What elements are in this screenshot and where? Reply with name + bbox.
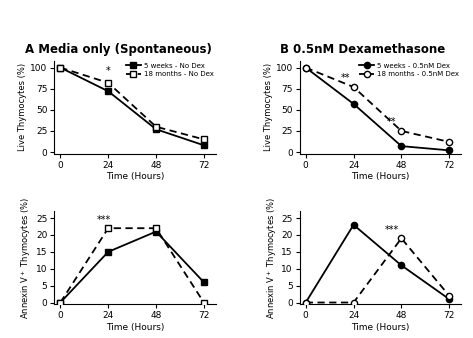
X-axis label: Time (Hours): Time (Hours) (106, 323, 164, 332)
Text: B 0.5nM Dexamethasone: B 0.5nM Dexamethasone (280, 43, 446, 55)
Y-axis label: Annexin V$^+$ Thymocytes (%): Annexin V$^+$ Thymocytes (%) (265, 197, 279, 319)
Text: A Media only (Spontaneous): A Media only (Spontaneous) (26, 43, 212, 55)
Y-axis label: Live Thymocytes (%): Live Thymocytes (%) (264, 63, 273, 151)
X-axis label: Time (Hours): Time (Hours) (351, 172, 410, 182)
Text: **: ** (341, 73, 350, 83)
Text: ***: *** (97, 215, 111, 225)
Y-axis label: Annexin V$^+$ Thymocytes (%): Annexin V$^+$ Thymocytes (%) (19, 197, 33, 319)
Legend: 5 weeks - 0.5nM Dex, 18 months - 0.5nM Dex: 5 weeks - 0.5nM Dex, 18 months - 0.5nM D… (358, 62, 461, 78)
X-axis label: Time (Hours): Time (Hours) (106, 172, 164, 182)
Text: *: * (106, 66, 111, 76)
Y-axis label: Live Thymocytes (%): Live Thymocytes (%) (18, 63, 27, 151)
Legend: 5 weeks - No Dex, 18 months - No Dex: 5 weeks - No Dex, 18 months - No Dex (124, 62, 215, 78)
Text: **: ** (386, 117, 396, 127)
X-axis label: Time (Hours): Time (Hours) (351, 323, 410, 332)
Text: ***: *** (384, 225, 399, 235)
